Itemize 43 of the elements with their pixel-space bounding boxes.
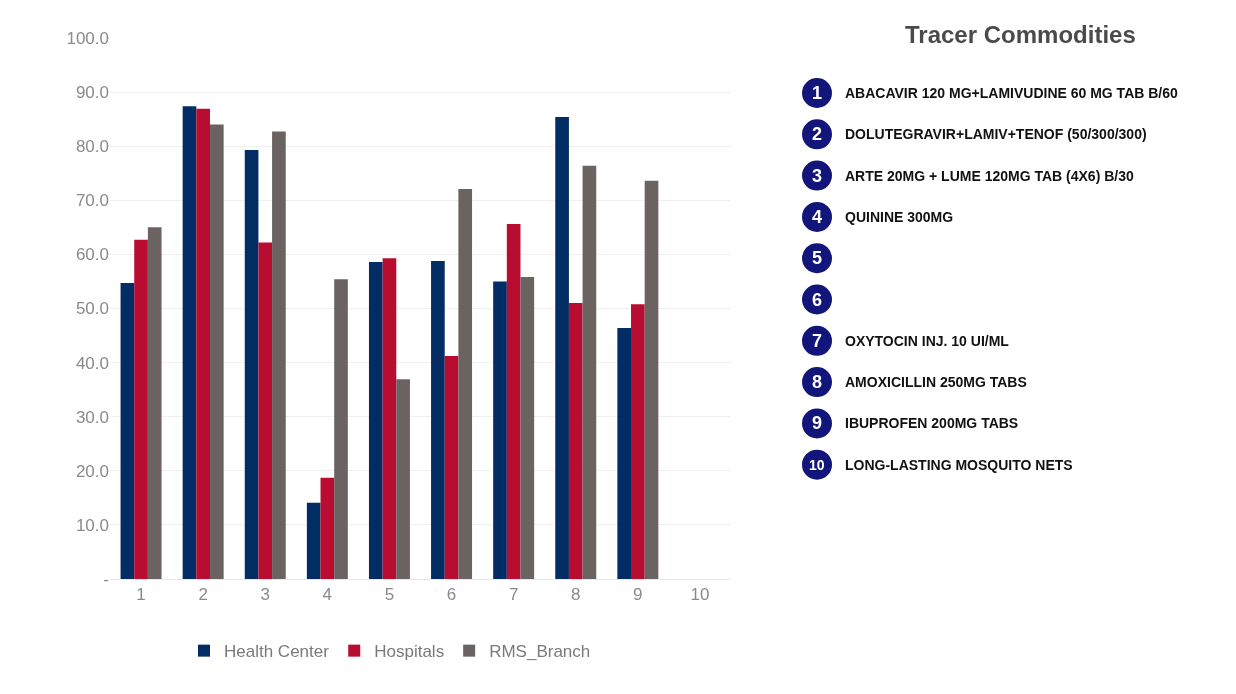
y-tick-label: 60.0 [75,245,109,265]
text: DOLUTEGRAVIR+LAMIV+TENOF (50/300/300) [845,126,1147,142]
x-tick-label: 1 [136,585,146,605]
text: AMOXICILLIN 250MG TABS [845,374,1027,390]
category-label: 6 [812,290,823,310]
y-tick-label: 90.0 [75,83,109,103]
y-tick-label: 80.0 [75,137,109,157]
category-label: 4 [812,207,823,227]
y-tick-label: - [103,569,109,589]
x-tick-label: 7 [508,585,519,605]
category-label: 10 [809,457,825,473]
legend-label: Health Center [224,642,330,662]
x-tick-label: 8 [571,585,581,605]
y-tick-label: 10.0 [75,515,109,535]
text: Tracer Commodities [905,21,1136,48]
y-tick-label: 40.0 [75,353,109,373]
y-tick-label: 30.0 [75,407,109,427]
y-tick-label: 50.0 [75,299,109,319]
x-tick-label: 2 [198,585,208,605]
category-label: 1 [812,83,823,103]
text: IBUPROFEN 200MG TABS [845,415,1019,431]
y-tick-label: 100.0 [66,28,109,48]
x-tick-label: 3 [260,585,270,605]
x-tick-label: 5 [384,585,395,605]
x-tick-label: 10 [690,585,710,605]
text: OXYTOCIN INJ. 10 UI/ML [845,333,1010,349]
text: QUININE 300MG [845,209,954,225]
text: LONG-LASTING MOSQUITO NETS [845,457,1073,473]
category-label: 3 [812,166,823,186]
category-label: 5 [812,248,823,268]
category-label: 9 [812,413,823,433]
category-label: 8 [812,372,823,392]
x-tick-label: 9 [633,585,643,605]
text: ARTE 20MG + LUME 120MG TAB (4X6) B/30 [845,168,1134,184]
x-tick-label: 4 [322,585,333,605]
legend-label: Hospitals [374,642,445,662]
y-tick-label: 70.0 [75,191,109,211]
legend-label: RMS_Branch [489,642,591,662]
y-tick-label: 20.0 [75,461,109,481]
category-label: 7 [812,331,823,351]
category-label: 2 [812,124,823,144]
x-tick-label: 6 [446,585,457,605]
text: ABACAVIR 120 MG+LAMIVUDINE 60 MG TAB B/60 [845,85,1179,101]
